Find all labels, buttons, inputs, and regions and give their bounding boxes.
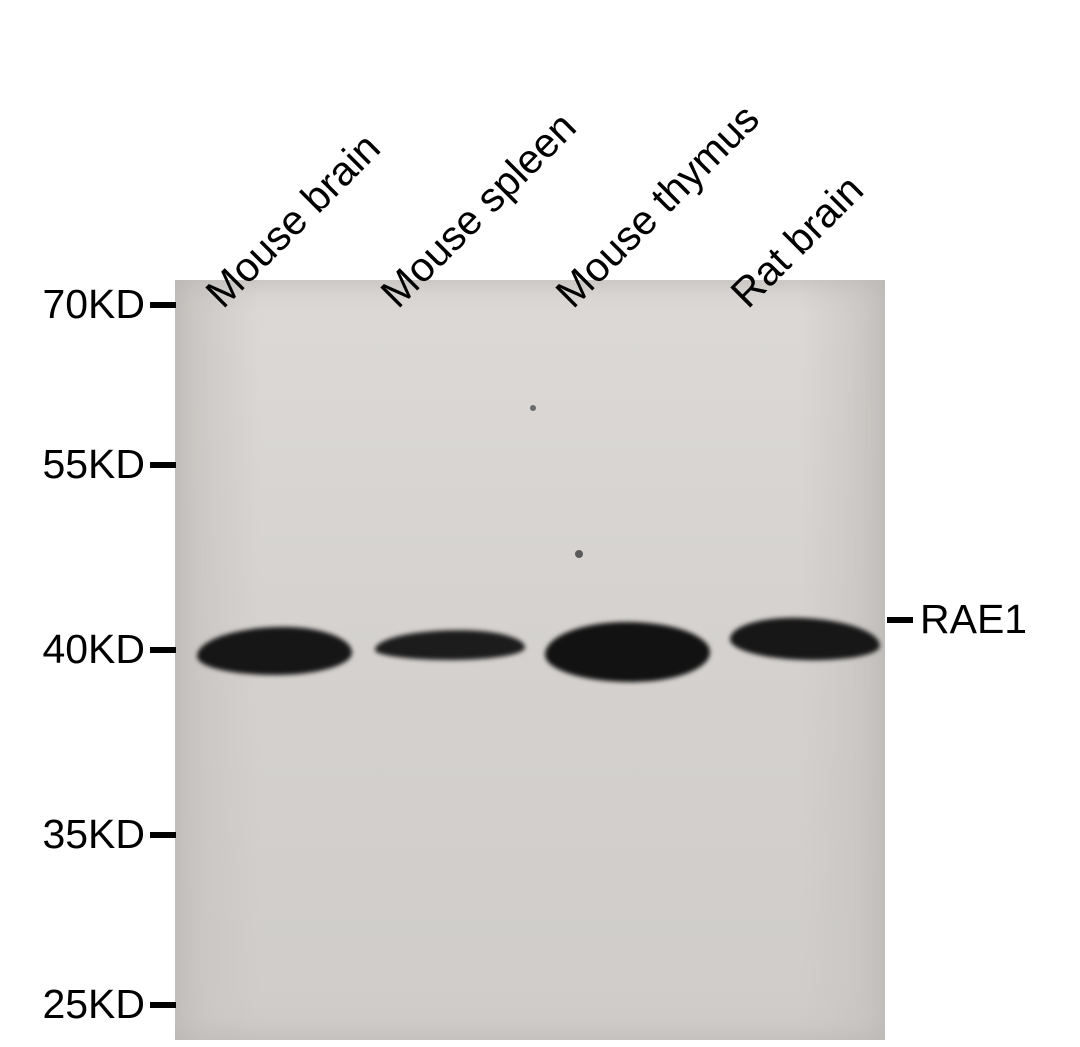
mw-label-55KD: 55KD <box>42 441 145 488</box>
mw-label-25KD: 25KD <box>42 981 145 1028</box>
mw-tick-70KD <box>150 302 176 308</box>
artifact-speck <box>530 405 536 411</box>
mw-tick-55KD <box>150 462 176 468</box>
mw-tick-35KD <box>150 832 176 838</box>
target-label: RAE1 <box>920 596 1027 643</box>
mw-label-35KD: 35KD <box>42 811 145 858</box>
mw-label-40KD: 40KD <box>42 626 145 673</box>
band-lane-3 <box>545 622 710 683</box>
mw-label-70KD: 70KD <box>42 281 145 328</box>
mw-tick-40KD <box>150 647 176 653</box>
target-tick <box>887 617 913 623</box>
artifact-speck <box>575 550 583 558</box>
mw-tick-25KD <box>150 1002 176 1008</box>
blot-membrane <box>175 280 885 1040</box>
